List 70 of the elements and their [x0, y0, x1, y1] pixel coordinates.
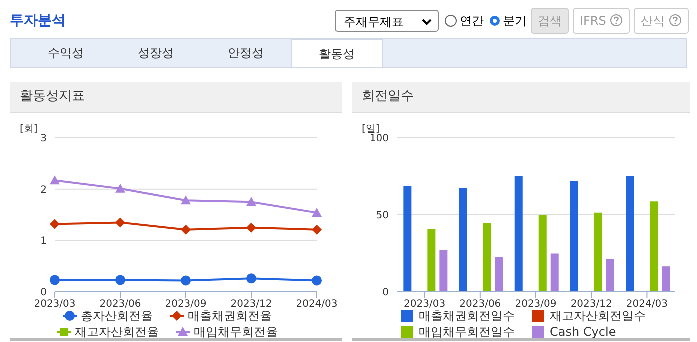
bar [662, 266, 670, 292]
x-tick-label: 2023/03 [34, 299, 76, 310]
y-tick-label: 0 [382, 288, 389, 299]
legend-label: 재고자산회전율 [74, 324, 159, 340]
y-tick-label: 2 [40, 184, 47, 196]
point [50, 275, 60, 286]
point [116, 218, 126, 228]
point [312, 276, 322, 286]
bar [483, 223, 492, 292]
legend-label: 매출채권회전일수 [418, 308, 515, 324]
y-axis-title: [일] [362, 123, 380, 135]
text: 투자분석 [10, 12, 66, 30]
bar [650, 202, 658, 292]
text: 산식 [634, 8, 689, 34]
point [50, 219, 60, 230]
bar [495, 258, 504, 292]
legend-label: 매입채무회전율 [193, 324, 278, 340]
bar [570, 181, 578, 292]
text: 검색 [530, 8, 569, 34]
point [246, 197, 256, 206]
point [181, 196, 191, 205]
bar [404, 186, 412, 292]
bar [550, 254, 559, 292]
x-tick-label: 2023/12 [230, 299, 272, 310]
bar [626, 176, 634, 292]
y-tick-label: 1 [40, 236, 47, 248]
text: IFRS [572, 8, 630, 34]
point [246, 274, 256, 284]
bar [594, 212, 602, 292]
point [312, 208, 322, 217]
chart-title: 활동성지표 [10, 82, 342, 113]
y-tick-label: 100 [370, 134, 389, 145]
bar [428, 229, 436, 292]
point [181, 276, 191, 286]
bar [538, 215, 547, 292]
y-tick-label: 50 [376, 210, 389, 222]
text: 연간 [460, 12, 484, 30]
bar [459, 188, 468, 292]
y-tick-label: 3 [40, 134, 47, 145]
y-tick-label: 0 [40, 288, 47, 299]
point [50, 176, 60, 185]
legend-label: 재고자산회전일수 [549, 308, 646, 324]
dropdown-field: 주재무제표 [334, 10, 439, 32]
x-tick-label: 2023/06 [100, 299, 142, 310]
legend-label: Cash Cycle [549, 324, 618, 340]
point [116, 184, 126, 193]
bar [440, 250, 448, 292]
point [181, 224, 191, 235]
x-tick-label: 2023/09 [165, 299, 207, 310]
x-tick-label: 2023/03 [404, 299, 446, 310]
legend-label: 총자산회전율 [81, 309, 153, 323]
point [312, 224, 322, 235]
x-tick-label: 2024/03 [626, 299, 668, 310]
x-tick-label: 2023/12 [570, 299, 612, 310]
x-tick-label: 2023/06 [460, 299, 502, 310]
legend-label: 매출채권회전율 [187, 308, 272, 324]
point [116, 275, 126, 286]
legend-label: 매입채무회전일수 [418, 324, 515, 340]
bar [514, 176, 523, 292]
y-axis-title: [회] [20, 123, 38, 136]
text: 성장성 [137, 45, 175, 62]
chart-title: 회전일수 [352, 82, 690, 113]
point [246, 222, 256, 233]
x-tick-label: 2024/03 [296, 299, 338, 310]
text: 분기 [502, 12, 527, 30]
bar [606, 259, 614, 292]
text: 수익성 [47, 45, 85, 62]
text: 안정성 [227, 45, 265, 62]
x-tick-label: 2023/09 [515, 299, 557, 310]
text: 활동성 [291, 39, 383, 67]
